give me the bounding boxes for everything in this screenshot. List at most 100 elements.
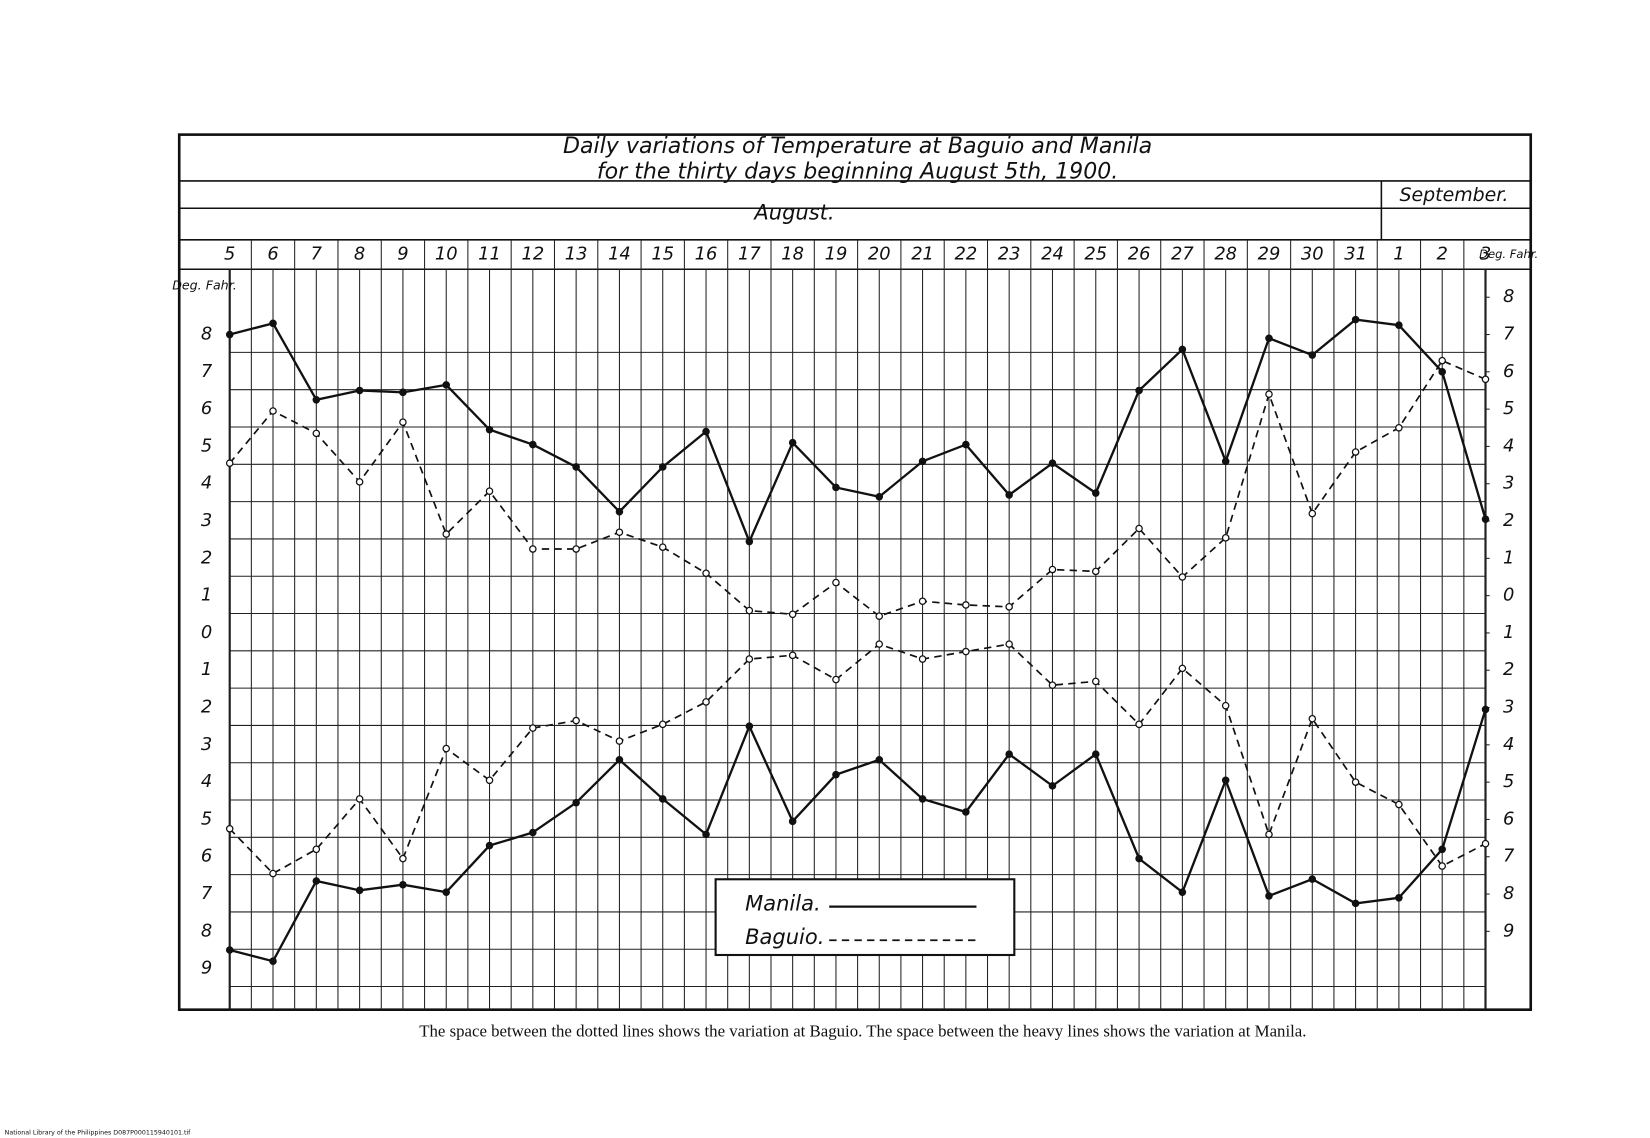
data-point [1438, 845, 1446, 854]
data-point [312, 429, 321, 438]
y-tick-label: 4 [201, 771, 212, 792]
data-point [658, 543, 667, 551]
data-point [658, 720, 667, 729]
data-point [269, 319, 277, 328]
data-point [1308, 875, 1317, 883]
data-point [1178, 664, 1187, 673]
y-tick-label: 9 [201, 958, 212, 979]
data-point [1221, 457, 1230, 466]
x-tick-label: 21 [911, 244, 934, 265]
data-point [529, 724, 537, 732]
data-point [615, 507, 624, 516]
data-point [1265, 334, 1273, 343]
data-point [1351, 899, 1360, 908]
data-point [615, 755, 624, 764]
y-tick-label: 4 [1503, 435, 1514, 456]
legend-label: Baguio. [745, 924, 824, 949]
data-point [1005, 640, 1013, 648]
data-point [918, 597, 927, 606]
y-tick-label: 5 [201, 435, 212, 456]
data-point [1091, 750, 1100, 758]
data-point [442, 381, 451, 389]
x-tick-label: 23 [998, 244, 1021, 265]
data-point [1221, 776, 1230, 785]
data-point [918, 795, 927, 803]
y-tick-label: 3 [201, 734, 212, 755]
data-point [529, 440, 537, 449]
series-line [229, 643, 1486, 875]
data-point [355, 478, 364, 486]
data-point [572, 716, 580, 725]
data-point [1308, 351, 1317, 359]
series-line [229, 709, 1487, 963]
legend-box [714, 878, 1016, 957]
y-tick-label: 4 [1503, 734, 1514, 755]
x-tick-label: 11 [478, 244, 501, 265]
y-tick-label: 5 [1503, 771, 1514, 792]
data-point [1308, 509, 1317, 518]
y-tick-label: 1 [1503, 547, 1514, 568]
y-tick-label: 6 [1503, 361, 1514, 382]
x-tick-label: 12 [521, 244, 544, 265]
y-tick-label: 2 [1503, 510, 1514, 531]
data-point [1481, 705, 1490, 714]
data-point [1048, 459, 1057, 468]
x-tick-label: 14 [608, 244, 631, 265]
data-point [1265, 390, 1273, 398]
data-point [572, 463, 580, 471]
data-point [1048, 782, 1057, 790]
x-tick-label: 6 [267, 244, 278, 265]
x-tick-label: 1 [1393, 244, 1404, 265]
data-point [355, 386, 364, 395]
data-point [485, 841, 494, 850]
data-point [572, 798, 580, 807]
data-point [1221, 701, 1230, 710]
data-point [1135, 386, 1143, 395]
data-point [1351, 448, 1360, 456]
data-point [962, 440, 970, 449]
y-tick-label: 2 [201, 697, 212, 718]
data-point [788, 610, 797, 619]
data-point [918, 457, 927, 466]
data-point [962, 601, 970, 609]
y-tick-label: 8 [1503, 883, 1514, 904]
data-point [225, 824, 234, 833]
y-tick-label: 7 [201, 883, 213, 904]
x-tick-label: 2 [1437, 244, 1448, 265]
data-point [1178, 345, 1187, 354]
data-point [1395, 800, 1403, 809]
data-point [355, 886, 364, 895]
series-line [229, 318, 1487, 545]
y-tick-label: 7 [201, 361, 213, 382]
data-point [702, 830, 710, 839]
y-tick-label: 6 [201, 846, 212, 867]
data-point [1351, 778, 1360, 786]
x-tick-label: 9 [397, 244, 408, 265]
data-point [399, 418, 407, 426]
data-point [1178, 573, 1187, 581]
data-point [962, 647, 970, 656]
month-label: September. [1400, 184, 1509, 206]
data-point [225, 946, 234, 954]
data-point [745, 722, 754, 730]
data-point [269, 957, 277, 965]
y-tick-label: 0 [201, 622, 212, 643]
data-point [832, 675, 840, 684]
data-point [1351, 315, 1360, 324]
series-line [229, 359, 1486, 618]
x-tick-label: 7 [311, 244, 323, 265]
data-point [225, 330, 234, 339]
x-tick-label: 15 [651, 244, 674, 265]
footer: National Library of the Philippines D087… [5, 1130, 192, 1137]
data-point [1265, 892, 1273, 900]
data-point [1091, 489, 1100, 497]
x-tick-label: 30 [1301, 244, 1324, 265]
x-tick-label: 16 [695, 244, 718, 265]
x-tick-label: 20 [868, 244, 891, 265]
data-point [788, 651, 797, 660]
x-tick-label: 18 [781, 244, 804, 265]
y-tick-label: 9 [1503, 920, 1514, 941]
data-point [1135, 524, 1143, 533]
y-tick-label: 5 [201, 808, 212, 829]
